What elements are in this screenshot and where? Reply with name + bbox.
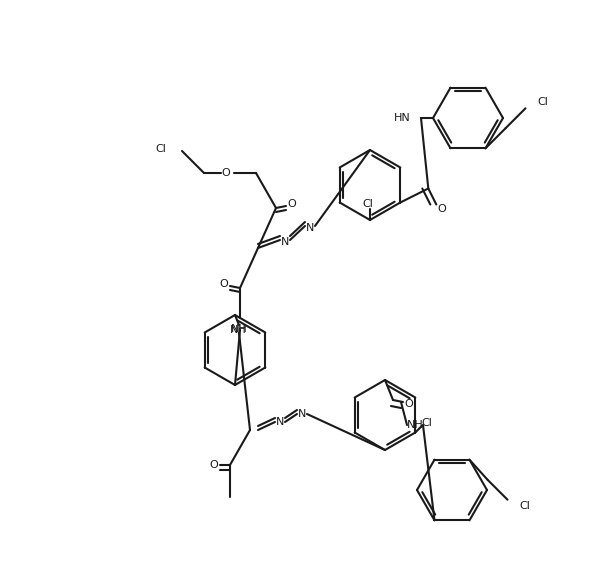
Text: HN: HN bbox=[394, 113, 411, 123]
Text: N: N bbox=[306, 223, 314, 233]
Text: NH: NH bbox=[406, 420, 423, 430]
Text: N: N bbox=[276, 417, 284, 427]
Text: NH: NH bbox=[230, 324, 247, 334]
Text: O: O bbox=[219, 279, 229, 289]
Text: NH: NH bbox=[230, 325, 247, 335]
Text: O: O bbox=[210, 460, 218, 470]
Text: N: N bbox=[281, 237, 289, 247]
Text: O: O bbox=[437, 204, 446, 213]
Text: Cl: Cl bbox=[362, 199, 373, 209]
Text: O: O bbox=[405, 399, 414, 409]
Text: Cl: Cl bbox=[520, 501, 531, 511]
Text: O: O bbox=[288, 199, 297, 209]
Text: Cl: Cl bbox=[155, 144, 166, 154]
Text: O: O bbox=[222, 168, 230, 178]
Text: Cl: Cl bbox=[422, 418, 433, 427]
Text: Cl: Cl bbox=[537, 97, 548, 108]
Text: N: N bbox=[298, 409, 306, 419]
